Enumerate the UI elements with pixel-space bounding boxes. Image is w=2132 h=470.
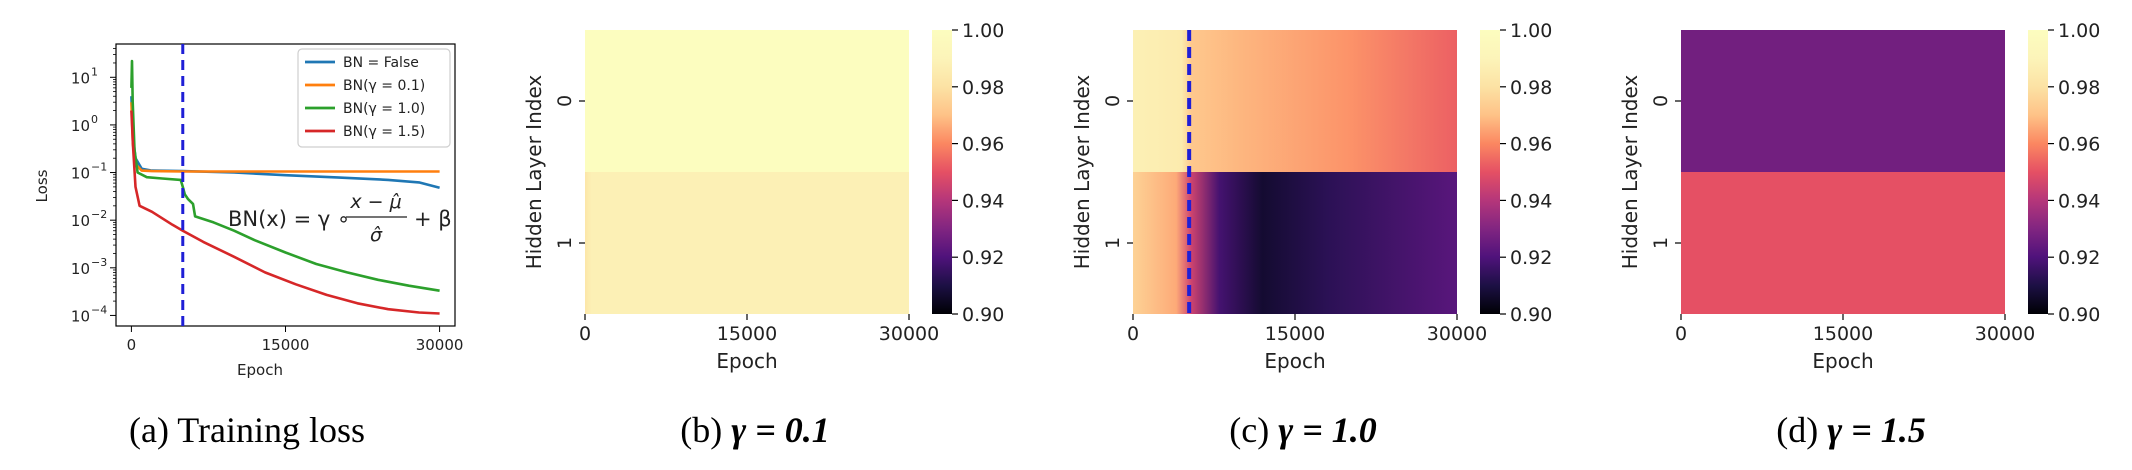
y-tick-label: 10 xyxy=(71,165,90,183)
y-tick-label: 10 xyxy=(71,260,90,278)
colorbar-tick-label: 0.98 xyxy=(1510,77,1552,99)
caption-letter: (d) xyxy=(1776,410,1827,450)
legend-label: BN(γ = 1.0) xyxy=(343,101,425,117)
colorbar-tick-label: 0.92 xyxy=(2058,247,2100,269)
caption-letter: (b) xyxy=(680,410,731,450)
colorbar-tick-label: 0.96 xyxy=(962,134,1004,156)
legend-label: BN = False xyxy=(343,55,419,71)
colorbar-tick-label: 0.92 xyxy=(1510,247,1552,269)
y-axis-label: Hidden Layer Index xyxy=(1618,75,1642,270)
x-tick-label: 30000 xyxy=(1975,323,2035,345)
colorbar-tick-label: 0.90 xyxy=(1510,304,1552,326)
heatmap-row-1 xyxy=(1681,172,2005,314)
x-tick-label: 0 xyxy=(127,336,137,354)
caption-d: (d) γ = 1.5 xyxy=(1776,410,1925,450)
colorbar-tick-label: 1.00 xyxy=(1510,20,1552,42)
y-tick-label: 1 xyxy=(554,237,576,249)
series-line-2 xyxy=(130,59,440,292)
y-axis-label: Hidden Layer Index xyxy=(522,75,546,270)
colorbar-tick-label: 1.00 xyxy=(962,20,1004,42)
y-tick-exponent: 0 xyxy=(91,113,98,126)
y-tick-label: 10 xyxy=(71,69,90,87)
panel-c-heatmap: 0 15000 30000 0 1 Epoch Hidden Layer Index 1.00… xyxy=(1070,20,1552,450)
legend-label: BN(γ = 1.5) xyxy=(343,124,425,140)
colorbar xyxy=(932,30,952,314)
x-tick-label: 15000 xyxy=(717,323,777,345)
y-tick-label: 0 xyxy=(1102,95,1124,107)
y-tick-label: 0 xyxy=(1650,95,1672,107)
x-tick-label: 15000 xyxy=(1813,323,1873,345)
formula-denominator: σ̂ xyxy=(370,224,383,246)
legend-label: BN(γ = 0.1) xyxy=(343,78,425,94)
x-tick-label: 30000 xyxy=(416,336,464,354)
legend: BN = False BN(γ = 0.1) BN(γ = 1.0) BN(γ = 1… xyxy=(297,48,451,148)
heatmap-row-1 xyxy=(585,172,909,314)
y-tick-label: 1 xyxy=(1102,237,1124,249)
x-tick-label: 15000 xyxy=(262,336,310,354)
y-tick-label: 1 xyxy=(1650,237,1672,249)
caption-param: γ = 1.5 xyxy=(1827,410,1926,450)
colorbar-tick-label: 0.96 xyxy=(2058,134,2100,156)
panel-d-heatmap: 0 15000 30000 0 1 Epoch Hidden Layer Index 1.00… xyxy=(1618,20,2100,450)
y-tick-exponent: −3 xyxy=(91,256,107,269)
colorbar-tick-label: 0.94 xyxy=(1510,190,1552,212)
caption-b: (b) γ = 0.1 xyxy=(680,410,829,450)
y-axis-label: Hidden Layer Index xyxy=(1070,75,1094,270)
x-tick-label: 30000 xyxy=(879,323,939,345)
heatmap-row-1 xyxy=(1133,172,1457,314)
x-axis-label: Epoch xyxy=(716,349,777,373)
colorbar-tick-label: 1.00 xyxy=(2058,20,2100,42)
x-axis-label: Epoch xyxy=(1264,349,1325,373)
colorbar-tick-label: 0.94 xyxy=(2058,190,2100,212)
y-tick-label: 0 xyxy=(554,95,576,107)
x-tick-label: 30000 xyxy=(1427,323,1487,345)
colorbar-tick-label: 0.92 xyxy=(962,247,1004,269)
y-axis-label: Loss xyxy=(33,169,51,202)
x-tick-label: 15000 xyxy=(1265,323,1325,345)
x-tick-label: 0 xyxy=(1127,323,1139,345)
y-tick-label: 10 xyxy=(71,117,90,135)
colorbar-tick-label: 0.98 xyxy=(962,77,1004,99)
caption-param: γ = 1.0 xyxy=(1278,410,1377,450)
y-tick-label: 10 xyxy=(71,307,90,325)
caption-a: (a) Training loss xyxy=(129,410,365,450)
heatmap-row-0 xyxy=(585,30,909,173)
formula-annotation: BN(x) = γ ∘ x − μ̂ σ̂ + β xyxy=(228,191,452,246)
x-tick-label: 0 xyxy=(579,323,591,345)
x-tick-label: 0 xyxy=(1675,323,1687,345)
x-axis-label: Epoch xyxy=(1812,349,1873,373)
panel-b-heatmap: 0 15000 30000 0 1 Epoch Hidden Layer Index 1.00… xyxy=(522,20,1004,450)
colorbar xyxy=(2028,30,2048,314)
y-tick-exponent: −2 xyxy=(91,208,107,221)
caption-letter: (c) xyxy=(1229,410,1278,450)
heatmap-row-0 xyxy=(1133,30,1457,173)
colorbar-tick-label: 0.90 xyxy=(962,304,1004,326)
y-tick-exponent: −1 xyxy=(91,161,107,174)
caption-c: (c) γ = 1.0 xyxy=(1229,410,1376,450)
heatmap-row-0 xyxy=(1681,30,2005,173)
y-tick-exponent: −4 xyxy=(91,303,107,316)
caption-param: γ = 0.1 xyxy=(731,410,830,450)
formula-rhs: + β xyxy=(414,207,452,231)
formula-numerator: x − μ̂ xyxy=(349,191,401,213)
colorbar-tick-label: 0.90 xyxy=(2058,304,2100,326)
colorbar-tick-label: 0.96 xyxy=(1510,134,1552,156)
formula-lhs: BN(x) = γ ∘ xyxy=(228,207,350,231)
colorbar-tick-label: 0.98 xyxy=(2058,77,2100,99)
y-tick-exponent: 1 xyxy=(91,65,98,78)
series-line-3 xyxy=(130,110,440,315)
x-axis-label: Epoch xyxy=(237,361,283,379)
y-tick-label: 10 xyxy=(71,212,90,230)
colorbar-tick-label: 0.94 xyxy=(962,190,1004,212)
legend-frame xyxy=(297,48,451,148)
colorbar xyxy=(1480,30,1500,314)
